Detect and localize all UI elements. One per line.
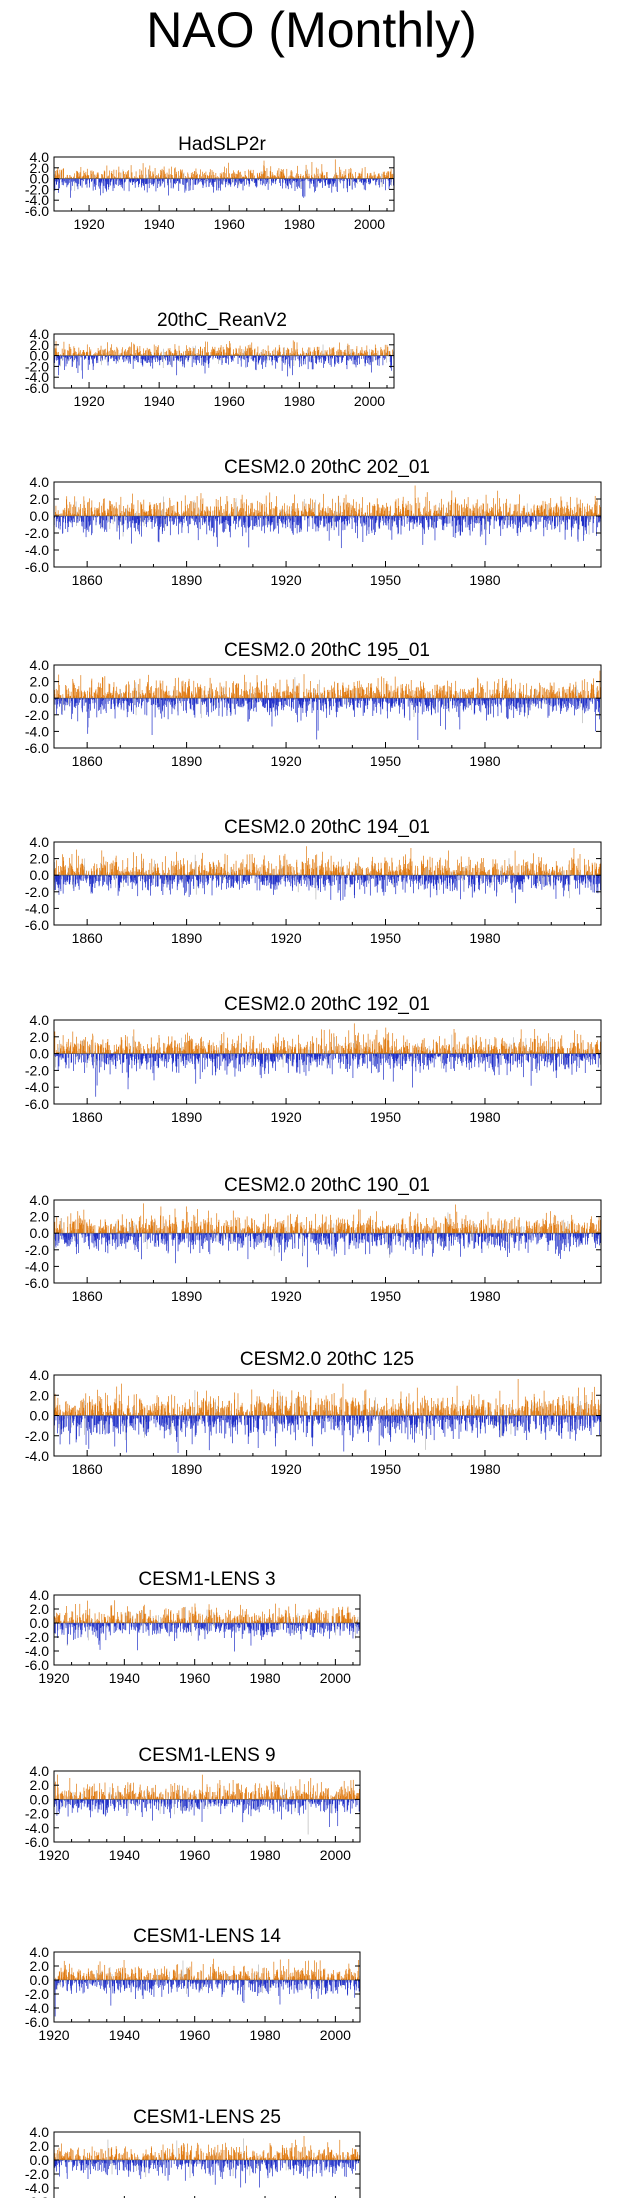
panel: HadSLP2r 4.02.00.0-2.0-4.0-6.0 1920 1940 196… [25, 134, 395, 232]
plot-frame [53, 333, 395, 389]
bar-series [53, 670, 602, 740]
y-tick-label: 0.0 [30, 348, 50, 364]
y-tick-label: 4.0 [30, 326, 50, 342]
y-tick-label: 2.0 [30, 491, 50, 507]
panel: CESM2.0 20thC 202_01 4.02.00.0-2.0-4.0-6.… [25, 457, 602, 588]
bar-series [53, 159, 395, 198]
panel: 20thC_ReanV2 4.02.00.0-2.0-4.0-6.0 1920 194… [25, 310, 395, 409]
y-tick-label: -4.0 [25, 542, 49, 558]
x-tick-label: 1920 [73, 216, 104, 232]
bar-series [53, 340, 395, 379]
x-tick-label: 1980 [284, 216, 315, 232]
y-tick-label: -4.0 [25, 192, 49, 208]
y-tick-label: 2.0 [30, 160, 50, 176]
x-tick-label: 1920 [270, 572, 301, 588]
y-tick-label: 0.0 [30, 171, 50, 187]
panel-title: CESM2.0 20thC 202_01 [224, 457, 430, 478]
x-tick-label: 1860 [72, 572, 103, 588]
panel-title: CESM2.0 20thC 195_01 [224, 640, 430, 661]
y-tick-label: 4.0 [30, 474, 50, 490]
y-tick-label: -2.0 [25, 181, 49, 197]
page-title: NAO (Monthly) [146, 2, 477, 58]
panel-title: 20thC_ReanV2 [157, 310, 287, 331]
x-tick-label: 2000 [354, 216, 385, 232]
y-tick-label: -2.0 [25, 525, 49, 541]
x-tick-label: 1940 [144, 216, 175, 232]
x-tick-label: 1980 [284, 393, 315, 409]
y-tick-label: 0.0 [30, 508, 50, 524]
x-tick-label: 1920 [73, 393, 104, 409]
bar-series [53, 485, 602, 549]
panel: CESM2.0 20thC 195_014.02.00.0-2.0-4.0-6.… [25, 640, 602, 769]
x-tick-label: 2000 [354, 393, 385, 409]
y-tick-label: -6.0 [25, 559, 49, 575]
x-tick-label: 1940 [144, 393, 175, 409]
y-tick-label: -6.0 [25, 380, 49, 396]
y-tick-label: -2.0 [25, 358, 49, 374]
plot-frame [53, 156, 395, 212]
plot-frame [53, 481, 602, 568]
x-tick-label: 1890 [171, 572, 202, 588]
x-tick-label: 1960 [214, 393, 245, 409]
x-tick-label: 1960 [214, 216, 245, 232]
y-tick-label: -4.0 [25, 369, 49, 385]
y-tick-label: 2.0 [30, 337, 50, 353]
x-tick-label: 1980 [469, 572, 500, 588]
panel-title: HadSLP2r [178, 134, 266, 155]
y-tick-label: -6.0 [25, 203, 49, 219]
y-tick-label: 4.0 [30, 149, 50, 165]
x-tick-label: 1950 [370, 572, 401, 588]
